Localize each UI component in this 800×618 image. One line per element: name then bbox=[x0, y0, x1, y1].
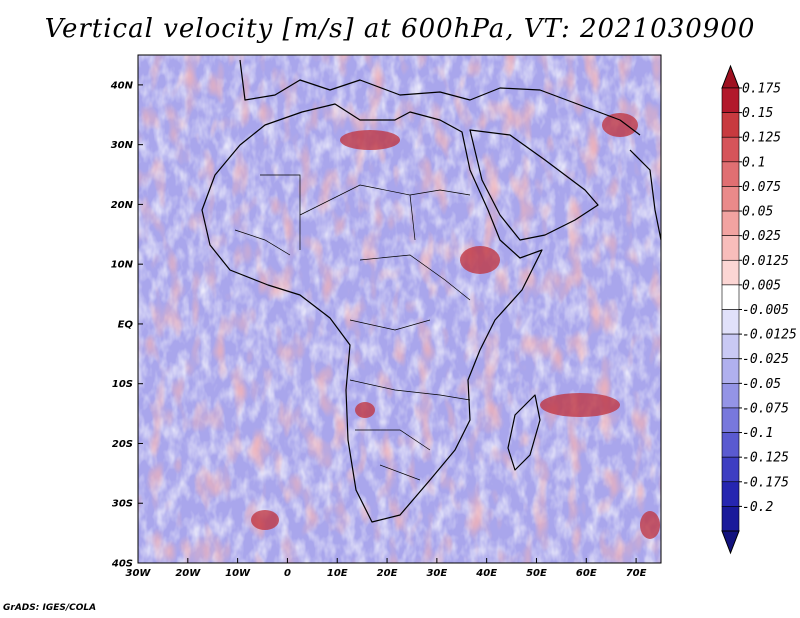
colorbar-swatch bbox=[721, 284, 740, 310]
colorbar-label: -0.005 bbox=[742, 303, 789, 318]
colorbar-swatch bbox=[721, 112, 740, 138]
colorbar-swatch bbox=[721, 358, 740, 384]
colorbar-swatch bbox=[721, 161, 740, 187]
colorbar-label: -0.175 bbox=[742, 475, 789, 490]
colorbar: 0.175 0.15 0.125 0.1 0.075 0.05 0.025 0.0125 0.0… bbox=[721, 64, 797, 555]
colorbar-top-arrow bbox=[721, 64, 740, 89]
colorbar-label: 0.05 bbox=[742, 205, 773, 220]
lon-tick-label: 40E bbox=[475, 568, 497, 579]
colorbar-swatch bbox=[721, 333, 740, 360]
chart-title: Vertical velocity [m/s] at 600hPa, VT: 2… bbox=[44, 14, 756, 44]
colorbar-bottom-arrow bbox=[721, 530, 740, 555]
lon-tick-label: 70E bbox=[626, 568, 647, 579]
lon-tick-label: 20W bbox=[175, 568, 201, 579]
colorbar-label: 0.125 bbox=[742, 131, 781, 146]
lat-tick-label: 10N bbox=[111, 260, 134, 271]
colorbar-swatch bbox=[721, 87, 740, 113]
colorbar-swatch bbox=[721, 210, 740, 236]
colorbar-label: -0.0125 bbox=[742, 328, 797, 343]
lon-tick-label: 20E bbox=[377, 568, 398, 579]
colorbar-label: 0.025 bbox=[742, 229, 781, 244]
lat-tick-label: 20N bbox=[111, 200, 134, 211]
longitude-axis: 30W 20W 10W 0 10E 20E 30E 40E 50E 60E 70E bbox=[126, 558, 647, 579]
colorbar-label: 0.175 bbox=[742, 82, 781, 97]
country-borders bbox=[234, 174, 471, 481]
colorbar-swatch bbox=[721, 456, 740, 483]
colorbar-label: -0.1 bbox=[742, 426, 773, 441]
colorbar-swatch bbox=[721, 407, 740, 433]
colorbar-label: 0.075 bbox=[742, 180, 781, 195]
colorbar-label: -0.2 bbox=[742, 500, 773, 515]
colorbar-swatch bbox=[721, 259, 740, 286]
colorbar-label: -0.075 bbox=[742, 401, 789, 416]
lat-tick-label: 20S bbox=[112, 439, 133, 450]
lat-tick-label: EQ bbox=[118, 319, 134, 330]
lat-tick-label: 10S bbox=[112, 379, 133, 390]
colorbar-label: 0.005 bbox=[742, 278, 781, 293]
colorbar-swatch bbox=[721, 186, 740, 212]
colorbar-swatch bbox=[721, 136, 740, 163]
colorbar-label: 0.15 bbox=[742, 106, 773, 121]
colorbar-swatch bbox=[721, 309, 740, 335]
lon-tick-label: 10W bbox=[225, 568, 251, 579]
colorbar-label: 0.1 bbox=[742, 155, 765, 170]
lon-tick-label: 10E bbox=[327, 568, 348, 579]
velocity-field bbox=[138, 55, 661, 563]
lat-tick-label: 40N bbox=[110, 80, 134, 91]
colorbar-label: -0.05 bbox=[742, 377, 781, 392]
colorbar-label: 0.0125 bbox=[742, 254, 789, 269]
coastlines bbox=[201, 59, 662, 523]
lon-tick-label: 50E bbox=[526, 568, 547, 579]
footer-credit: GrADS: IGES/COLA bbox=[3, 603, 97, 613]
lat-tick-label: 30N bbox=[111, 140, 134, 151]
colorbar-swatch bbox=[721, 506, 740, 532]
latitude-axis: 40N 30N 20N 10N EQ 10S 20S 30S 40S bbox=[110, 80, 143, 570]
colorbar-label: -0.125 bbox=[742, 451, 789, 466]
lat-tick-label: 40S bbox=[111, 559, 133, 570]
lon-tick-label: 30E bbox=[426, 568, 447, 579]
colorbar-label: -0.025 bbox=[742, 352, 789, 367]
lon-tick-label: 30W bbox=[126, 568, 152, 579]
colorbar-swatch bbox=[721, 383, 740, 409]
lon-tick-label: 0 bbox=[284, 568, 291, 579]
lon-tick-label: 60E bbox=[576, 568, 597, 579]
plot-frame bbox=[137, 54, 662, 564]
colorbar-swatch bbox=[721, 481, 740, 507]
lat-tick-label: 30S bbox=[112, 499, 133, 510]
colorbar-swatch bbox=[721, 235, 740, 261]
colorbar-swatch bbox=[721, 432, 740, 458]
